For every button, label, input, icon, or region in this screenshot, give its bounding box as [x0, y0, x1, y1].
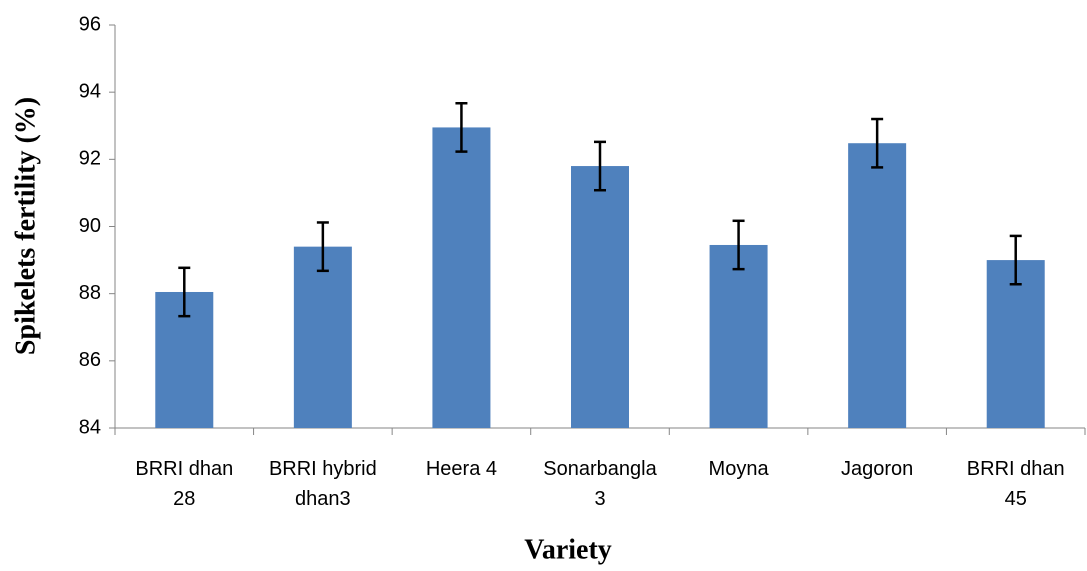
- y-tick-label: 94: [79, 80, 101, 102]
- bar: [571, 166, 629, 429]
- x-tick-label: Jagoron: [841, 458, 914, 480]
- y-tick-label: 84: [79, 416, 101, 438]
- y-tick-label: 86: [79, 349, 101, 371]
- bar: [986, 260, 1045, 428]
- y-axis-title: Spikelets fertility (%): [10, 97, 41, 355]
- x-tick-label: Moyna: [708, 458, 769, 480]
- y-tick-label: 92: [79, 148, 101, 170]
- x-axis-title: Variety: [524, 534, 612, 565]
- bar: [432, 127, 491, 428]
- x-tick-label: Sonarbangla 3: [543, 458, 657, 510]
- bar: [848, 143, 907, 429]
- x-tick-label: BRRI dhan 28: [135, 458, 234, 510]
- x-tick-label: Heera 4: [425, 458, 497, 480]
- x-tick-label: BRRI dhan 45: [966, 458, 1065, 510]
- y-tick-label: 90: [79, 215, 101, 237]
- y-tick-label: 88: [79, 282, 101, 304]
- bar: [293, 246, 352, 428]
- x-tick-label: BRRI hybrid dhan3: [268, 458, 377, 510]
- bar: [709, 244, 768, 428]
- y-tick-label: 96: [79, 13, 101, 35]
